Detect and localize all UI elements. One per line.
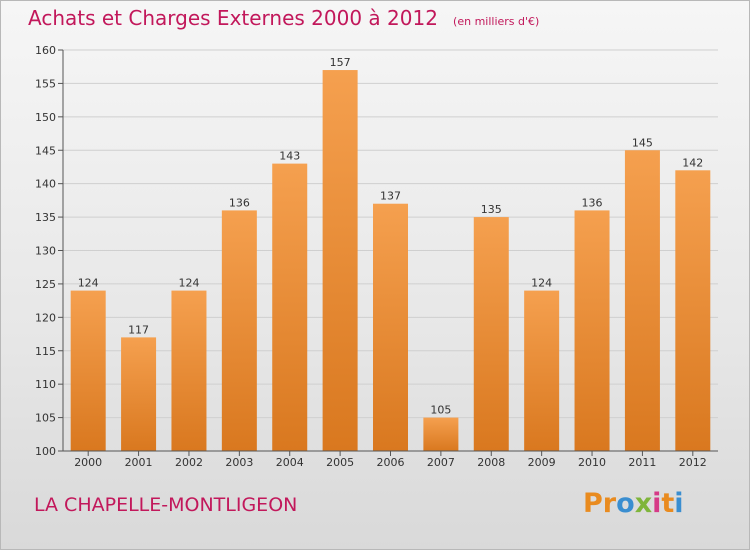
bar-value-label: 142: [682, 156, 703, 169]
y-tick-label: 130: [35, 245, 56, 258]
commune-name: LA CHAPELLE-MONTLIGEON: [34, 494, 298, 516]
bar-value-label: 136: [582, 196, 603, 209]
y-tick-label: 125: [35, 278, 56, 291]
bar: [322, 70, 358, 452]
logo-letter: x: [634, 488, 653, 519]
axes: [58, 49, 718, 456]
chart-unit: (en milliers d'€): [453, 15, 540, 28]
bar: [524, 290, 560, 451]
y-tick-label: 155: [35, 77, 56, 90]
proxiti-logo[interactable]: Proxiti: [583, 488, 684, 519]
bar: [423, 417, 459, 451]
y-tick-label: 120: [35, 311, 56, 324]
y-tick-label: 100: [35, 445, 56, 458]
x-tick-label: 2000: [74, 456, 102, 469]
x-tick-label: 2004: [276, 456, 304, 469]
bar: [373, 203, 408, 451]
bar: [624, 150, 660, 451]
bar-value-label: 135: [481, 203, 502, 216]
bar-value-label: 124: [531, 277, 552, 290]
y-tick-label: 145: [35, 144, 56, 157]
bar-value-label: 124: [78, 277, 99, 290]
x-tick-label: 2009: [528, 456, 556, 469]
y-tick-label: 150: [35, 111, 56, 124]
bar-value-label: 143: [279, 150, 300, 163]
bar-value-label: 105: [430, 404, 451, 417]
bar: [121, 337, 157, 451]
x-tick-label: 2008: [477, 456, 505, 469]
bar: [473, 217, 509, 451]
y-tick-label: 110: [35, 378, 56, 391]
bar-value-label: 137: [380, 190, 401, 203]
bar-value-label: 145: [632, 136, 653, 149]
y-tick-label: 140: [35, 178, 56, 191]
logo-letter: P: [583, 488, 603, 519]
logo-letter: r: [602, 488, 617, 519]
chart-title: Achats et Charges Externes 2000 à 2012: [28, 6, 438, 30]
logo-letter: i: [652, 488, 662, 519]
bar: [272, 163, 308, 451]
x-tick-label: 2001: [125, 456, 153, 469]
x-tick-label: 2003: [225, 456, 253, 469]
logo-letter: i: [674, 488, 684, 519]
bar: [675, 170, 711, 452]
x-tick-label: 2007: [427, 456, 455, 469]
bar-value-label: 136: [229, 196, 250, 209]
logo-letter: t: [661, 488, 675, 519]
y-tick-label: 115: [35, 345, 56, 358]
bar: [221, 210, 257, 451]
bar: [574, 210, 610, 451]
bar: [70, 290, 106, 451]
y-tick-label: 135: [35, 211, 56, 224]
x-tick-label: 2012: [679, 456, 707, 469]
x-tick-label: 2010: [578, 456, 606, 469]
bar-value-label: 157: [330, 56, 351, 69]
logo-letter: o: [616, 488, 635, 519]
x-tick-label: 2011: [628, 456, 656, 469]
bar-value-label: 124: [178, 277, 199, 290]
bars: [70, 70, 711, 452]
y-tick-label: 160: [35, 44, 56, 57]
chart-header: Achats et Charges Externes 2000 à 2012 (…: [28, 6, 539, 30]
bar: [171, 290, 207, 451]
bar-value-label: 117: [128, 323, 149, 336]
x-tick-label: 2006: [377, 456, 405, 469]
y-tick-label: 105: [35, 412, 56, 425]
x-tick-label: 2002: [175, 456, 203, 469]
x-tick-label: 2005: [326, 456, 354, 469]
labels: 100 105 110 115 120 125 130 135 140 145 150 155 160 1…: [35, 44, 707, 469]
